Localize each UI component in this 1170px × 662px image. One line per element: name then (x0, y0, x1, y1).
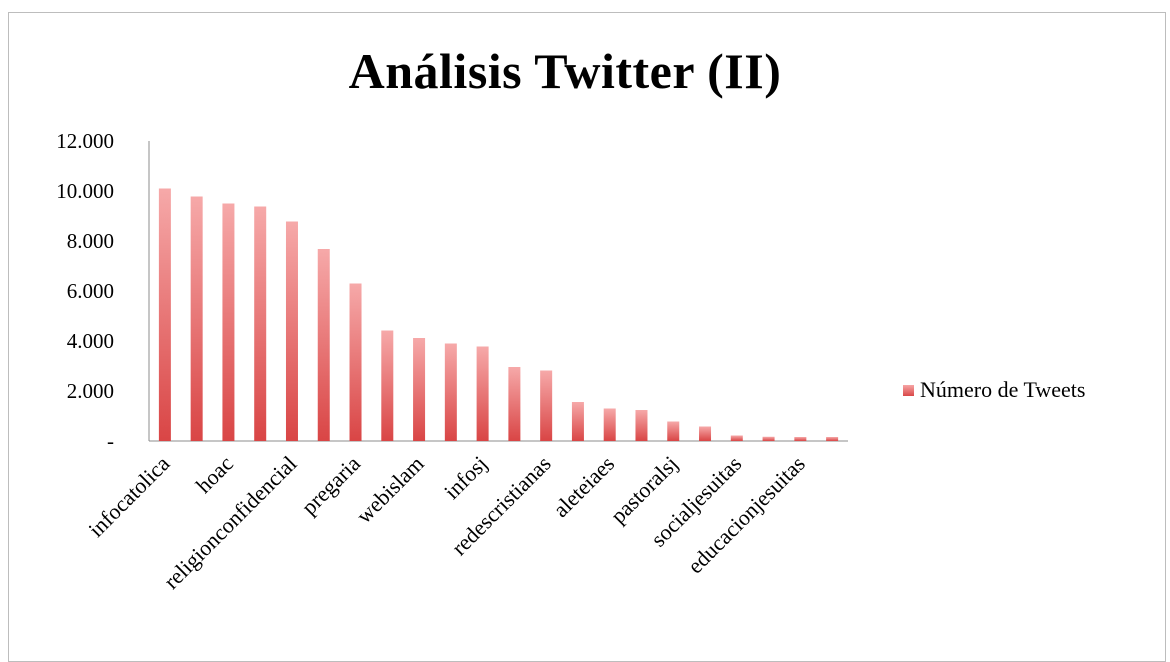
y-tick-label: 6.000 (67, 279, 114, 303)
chart-title: Análisis Twitter (II) (348, 43, 782, 99)
axes (148, 141, 848, 442)
legend-label: Número de Tweets (920, 377, 1086, 402)
bar (571, 402, 584, 441)
bar (158, 188, 171, 441)
x-tick-label: educacionjesuitas (682, 451, 809, 578)
y-tick-label: 12.000 (56, 129, 114, 153)
bar (635, 410, 648, 441)
bar (699, 426, 712, 441)
x-tick-label: hoac (191, 451, 238, 498)
bar (794, 437, 807, 441)
y-tick-label: 4.000 (67, 329, 114, 353)
bar (222, 203, 235, 441)
bar (381, 330, 394, 441)
bar (413, 338, 426, 441)
bar (317, 249, 330, 441)
bar (603, 408, 616, 441)
x-ticks: infocatolica hoacreligionconfidencialpreg… (83, 451, 810, 594)
x-tick-label: infosj (439, 451, 492, 504)
y-ticks: - 2.000 4.000 6.000 8.000 10.000 12.000 (56, 129, 114, 453)
bar (667, 421, 680, 441)
legend: Número de Tweets (903, 377, 1085, 403)
bar (349, 283, 362, 441)
y-tick-label: 10.000 (56, 179, 114, 203)
bar (190, 196, 203, 441)
bar (540, 370, 553, 441)
bar (254, 206, 267, 441)
bar (508, 367, 521, 441)
y-tick-label: 2.000 (67, 379, 114, 403)
bar (826, 437, 839, 441)
bar (730, 435, 743, 441)
x-tick-label: webislam (351, 451, 428, 528)
legend-swatch (903, 384, 914, 396)
bars (158, 188, 839, 441)
bar (476, 346, 489, 441)
x-tick-label: infocatolica (83, 451, 174, 542)
bar (762, 436, 775, 441)
y-tick-label: 8.000 (67, 229, 114, 253)
bar (444, 343, 457, 441)
bar (285, 221, 298, 441)
y-tick-label: - (107, 429, 114, 453)
